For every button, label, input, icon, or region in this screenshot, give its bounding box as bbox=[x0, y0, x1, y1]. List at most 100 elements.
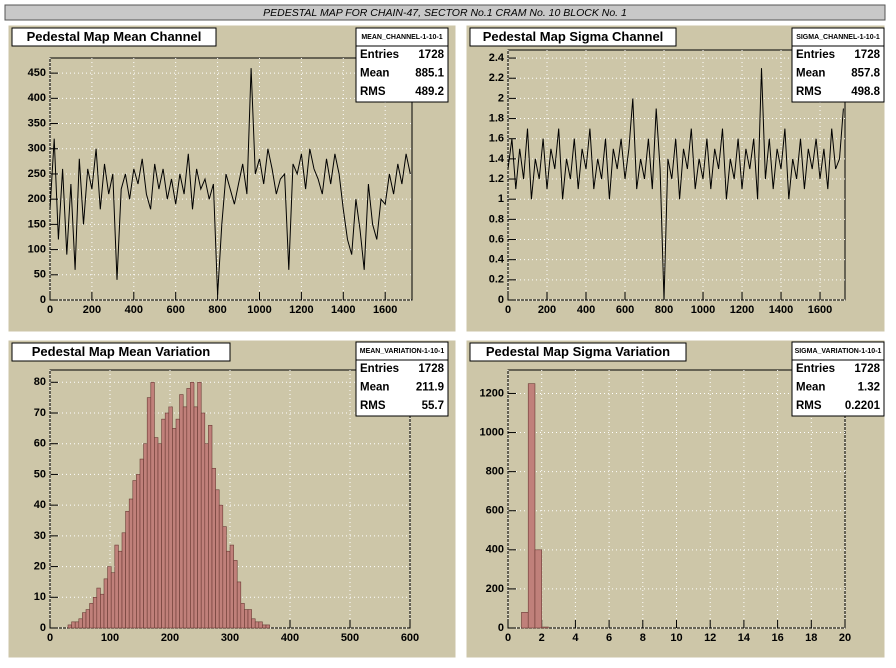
x-tick-label: 10 bbox=[670, 632, 682, 644]
stats-value: 498.8 bbox=[851, 86, 880, 98]
bar bbox=[200, 412, 206, 629]
bar bbox=[175, 418, 180, 629]
x-tick-label: 1400 bbox=[331, 304, 355, 316]
y-tick-label: 10 bbox=[34, 591, 46, 603]
bar bbox=[71, 621, 76, 629]
bar bbox=[215, 489, 220, 629]
title-box bbox=[11, 27, 217, 47]
bar bbox=[247, 609, 252, 629]
bar bbox=[527, 383, 536, 629]
bar bbox=[541, 626, 549, 629]
bar bbox=[179, 394, 184, 629]
x-tick-label: 400 bbox=[577, 304, 595, 316]
stats-label: Mean bbox=[796, 382, 825, 394]
bar bbox=[168, 406, 173, 629]
bar bbox=[121, 532, 126, 629]
y-tick-label: 20 bbox=[34, 560, 46, 572]
y-tick-label: 80 bbox=[34, 376, 46, 388]
stats-label: RMS bbox=[360, 86, 386, 98]
bar bbox=[251, 618, 256, 629]
header-title: PEDESTAL MAP FOR CHAIN-47, SECTOR No.1 C… bbox=[263, 7, 627, 19]
bar bbox=[132, 480, 137, 629]
y-tick-label: 70 bbox=[34, 407, 46, 419]
x-tick-label: 600 bbox=[167, 304, 185, 316]
y-tick-label: 2.2 bbox=[489, 72, 504, 84]
stats-name: MEAN_CHANNEL-1-10-1 bbox=[361, 34, 442, 41]
bar bbox=[146, 397, 152, 629]
y-tick-label: 0 bbox=[40, 622, 46, 634]
y-tick-label: 200 bbox=[28, 193, 46, 205]
bar bbox=[154, 437, 159, 629]
bar bbox=[204, 443, 209, 629]
stats-label: Entries bbox=[360, 363, 399, 375]
stats-label: RMS bbox=[796, 400, 822, 412]
x-tick-label: 0 bbox=[47, 632, 53, 644]
x-tick-label: 300 bbox=[221, 632, 239, 644]
y-tick-label: 1.2 bbox=[489, 173, 504, 185]
x-tick-label: 1600 bbox=[808, 304, 832, 316]
x-tick-label: 0 bbox=[505, 304, 511, 316]
y-tick-label: 400 bbox=[28, 92, 46, 104]
y-tick-label: 2.4 bbox=[489, 52, 505, 64]
bar bbox=[96, 587, 101, 629]
y-tick-label: 250 bbox=[28, 168, 46, 180]
bar bbox=[82, 612, 87, 629]
y-tick-label: 2 bbox=[498, 92, 504, 104]
y-tick-label: 30 bbox=[34, 530, 46, 542]
chart-title: Pedestal Map Sigma Variation bbox=[486, 344, 670, 359]
title-box bbox=[11, 342, 231, 362]
header-bar bbox=[4, 4, 886, 21]
y-tick-label: 800 bbox=[486, 466, 504, 478]
stats-value: 1728 bbox=[418, 363, 444, 375]
stats-label: Mean bbox=[360, 382, 389, 394]
y-tick-label: 60 bbox=[34, 438, 46, 450]
stats-name: SIGMA_VARIATION-1-10-1 bbox=[795, 348, 882, 355]
x-tick-label: 4 bbox=[572, 632, 579, 644]
line bbox=[507, 68, 844, 301]
bar bbox=[197, 381, 202, 629]
bar bbox=[172, 428, 177, 629]
y-tick-label: 400 bbox=[486, 544, 504, 556]
bar bbox=[218, 504, 224, 629]
bar bbox=[211, 467, 216, 629]
y-tick-label: 50 bbox=[34, 269, 46, 281]
y-tick-label: 1000 bbox=[480, 426, 504, 438]
y-tick-label: 40 bbox=[34, 499, 46, 511]
title-box bbox=[469, 342, 687, 362]
stats-name: MEAN_VARIATION-1-10-1 bbox=[360, 348, 445, 355]
x-tick-label: 1000 bbox=[691, 304, 715, 316]
x-tick-label: 1200 bbox=[730, 304, 754, 316]
bar bbox=[190, 381, 195, 629]
stats-value: 885.1 bbox=[415, 68, 444, 80]
stats-label: Entries bbox=[796, 363, 835, 375]
x-tick-label: 14 bbox=[738, 632, 751, 644]
bar bbox=[103, 578, 108, 629]
x-tick-label: 0 bbox=[47, 304, 53, 316]
x-tick-label: 6 bbox=[606, 632, 612, 644]
bar bbox=[229, 544, 234, 629]
y-tick-label: 100 bbox=[28, 243, 46, 255]
chart-title: Pedestal Map Mean Channel bbox=[27, 29, 202, 44]
stats-value: 1728 bbox=[854, 49, 880, 61]
x-tick-label: 200 bbox=[161, 632, 179, 644]
bar bbox=[74, 621, 80, 629]
x-tick-label: 20 bbox=[839, 632, 851, 644]
stats-label: RMS bbox=[796, 86, 822, 98]
x-tick-label: 16 bbox=[771, 632, 783, 644]
bar bbox=[534, 549, 543, 629]
bar bbox=[226, 550, 231, 629]
bar bbox=[157, 443, 162, 629]
bar bbox=[110, 572, 116, 629]
bar bbox=[164, 412, 170, 629]
x-tick-label: 100 bbox=[101, 632, 119, 644]
bar bbox=[85, 609, 90, 629]
stats-value: 1728 bbox=[854, 363, 880, 375]
y-tick-label: 150 bbox=[28, 218, 46, 230]
bar bbox=[254, 621, 260, 629]
stats-box bbox=[791, 27, 885, 103]
y-tick-label: 1.4 bbox=[489, 153, 505, 165]
bar bbox=[182, 406, 188, 629]
bar bbox=[114, 544, 119, 629]
x-tick-label: 800 bbox=[655, 304, 673, 316]
